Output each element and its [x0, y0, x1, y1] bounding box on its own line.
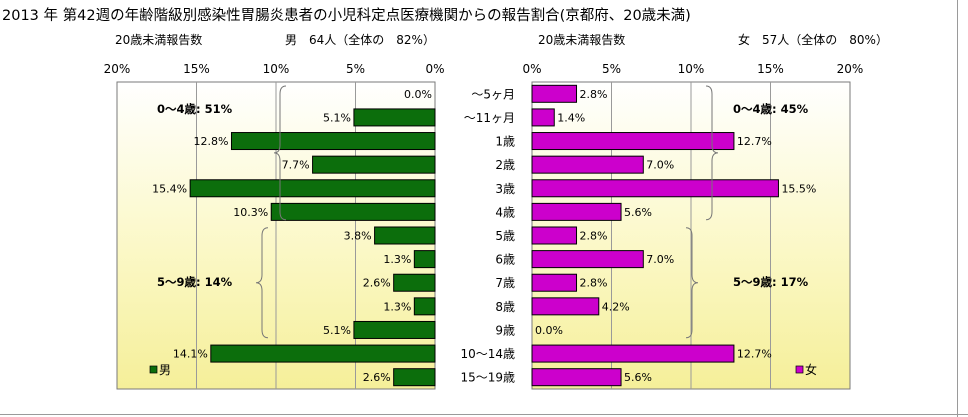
male-bar [353, 108, 436, 127]
female-bar [531, 297, 600, 316]
female-header-count-label: 20歳未満報告数 [538, 32, 625, 47]
frame-border-right [957, 0, 958, 417]
male-data-label: 12.8% [194, 135, 229, 148]
male-data-label: 0.0% [404, 88, 432, 101]
female-bar [531, 344, 735, 363]
female-bar [531, 250, 644, 269]
female-bar [531, 155, 644, 174]
female-data-label: 2.8% [580, 88, 608, 101]
category-label: 6歳 [495, 253, 515, 267]
male-data-label: 2.6% [363, 277, 391, 290]
male-bar [413, 297, 436, 316]
female-data-label: 4.2% [602, 300, 630, 313]
female-bar [531, 368, 622, 387]
male-data-label: 7.7% [282, 159, 310, 172]
male-axis-tick-label: 20% [104, 62, 131, 76]
female-data-label: 7.0% [646, 159, 674, 172]
category-label: 7歳 [495, 276, 515, 290]
female-data-label: 2.8% [580, 277, 608, 290]
female-axis-tick-label: 10% [678, 62, 705, 76]
category-label: 1歳 [495, 135, 515, 149]
male-bar [393, 368, 436, 387]
male-data-label: 14.1% [173, 348, 208, 361]
male-data-label: 1.3% [383, 300, 411, 313]
female-data-label: 12.7% [737, 135, 772, 148]
female-group-label-0-4: 0～4歳: 45% [733, 102, 809, 116]
female-bar [531, 273, 578, 292]
male-axis-tick-label: 10% [263, 62, 290, 76]
male-data-label: 2.6% [363, 371, 391, 384]
female-axis-tick-label: 0% [522, 62, 541, 76]
male-bar [210, 344, 436, 363]
category-label: ～11ヶ月 [464, 111, 515, 125]
category-label: 10～14歳 [460, 347, 515, 361]
female-bar [531, 226, 578, 245]
male-bracket-0-4 [273, 85, 287, 221]
female-data-label: 5.6% [624, 371, 652, 384]
female-data-label: 1.4% [557, 111, 585, 124]
male-data-label: 1.3% [383, 253, 411, 266]
category-label: 8歳 [495, 300, 515, 314]
female-bar [531, 132, 735, 151]
male-bar [374, 226, 436, 245]
female-data-label: 0.0% [535, 324, 563, 337]
male-bar [353, 320, 436, 339]
female-legend: 女 [795, 362, 817, 377]
female-axis-tick-label: 15% [757, 62, 784, 76]
female-bar [531, 179, 779, 198]
male-data-label: 3.8% [344, 230, 372, 243]
male-bar [270, 202, 436, 221]
male-legend-label: 男 [159, 363, 171, 377]
male-legend-swatch [149, 365, 158, 374]
category-label: 4歳 [495, 205, 515, 219]
female-header-total: 女 57人（全体の 80%） [738, 32, 888, 47]
category-label: 5歳 [495, 229, 515, 243]
male-axis-tick-label: 5% [346, 62, 365, 76]
category-label: 2歳 [495, 158, 515, 172]
male-axis-tick-label: 0% [425, 62, 444, 76]
category-label: 15～19歳 [460, 371, 515, 385]
female-group-label-5-9: 5～9歳: 17% [733, 275, 809, 289]
female-bar [531, 84, 578, 103]
chart-title: 2013 年 第42週の年齢階級別感染性胃腸炎患者の小児科定点医療機関からの報告… [2, 6, 691, 24]
male-data-label: 15.4% [152, 182, 187, 195]
female-data-label: 7.0% [646, 253, 674, 266]
male-bar [393, 273, 436, 292]
male-bar [312, 155, 436, 174]
male-bar [230, 132, 436, 151]
female-bracket-0-4 [705, 85, 719, 221]
female-data-label: 2.8% [580, 230, 608, 243]
male-legend: 男 [149, 363, 171, 377]
male-data-label: 5.1% [323, 111, 351, 124]
male-bar [413, 250, 436, 269]
male-bar [189, 179, 436, 198]
male-header-count-label: 20歳未満報告数 [115, 32, 202, 47]
female-axis-tick-label: 20% [837, 62, 864, 76]
female-data-label: 15.5% [781, 182, 816, 195]
male-data-label: 5.1% [323, 324, 351, 337]
male-bracket-5-9 [255, 227, 269, 339]
category-label: ～5ヶ月 [471, 87, 515, 101]
female-legend-label: 女 [805, 362, 817, 377]
female-axis-tick-label: 5% [602, 62, 621, 76]
male-axis-tick-label: 15% [183, 62, 210, 76]
frame-border-bottom [0, 414, 968, 415]
female-data-label: 5.6% [624, 206, 652, 219]
male-data-label: 10.3% [233, 206, 268, 219]
female-bar [531, 108, 555, 127]
category-label: 3歳 [495, 182, 515, 196]
male-group-label-0-4: 0～4歳: 51% [157, 102, 233, 116]
male-header-total: 男 64人（全体の 82%） [285, 32, 435, 47]
category-label: 9歳 [495, 323, 515, 337]
female-bar [531, 202, 622, 221]
female-bracket-5-9 [685, 227, 699, 339]
male-group-label-5-9: 5～9歳: 14% [157, 275, 233, 289]
female-data-label: 12.7% [737, 348, 772, 361]
female-legend-swatch [795, 365, 804, 374]
